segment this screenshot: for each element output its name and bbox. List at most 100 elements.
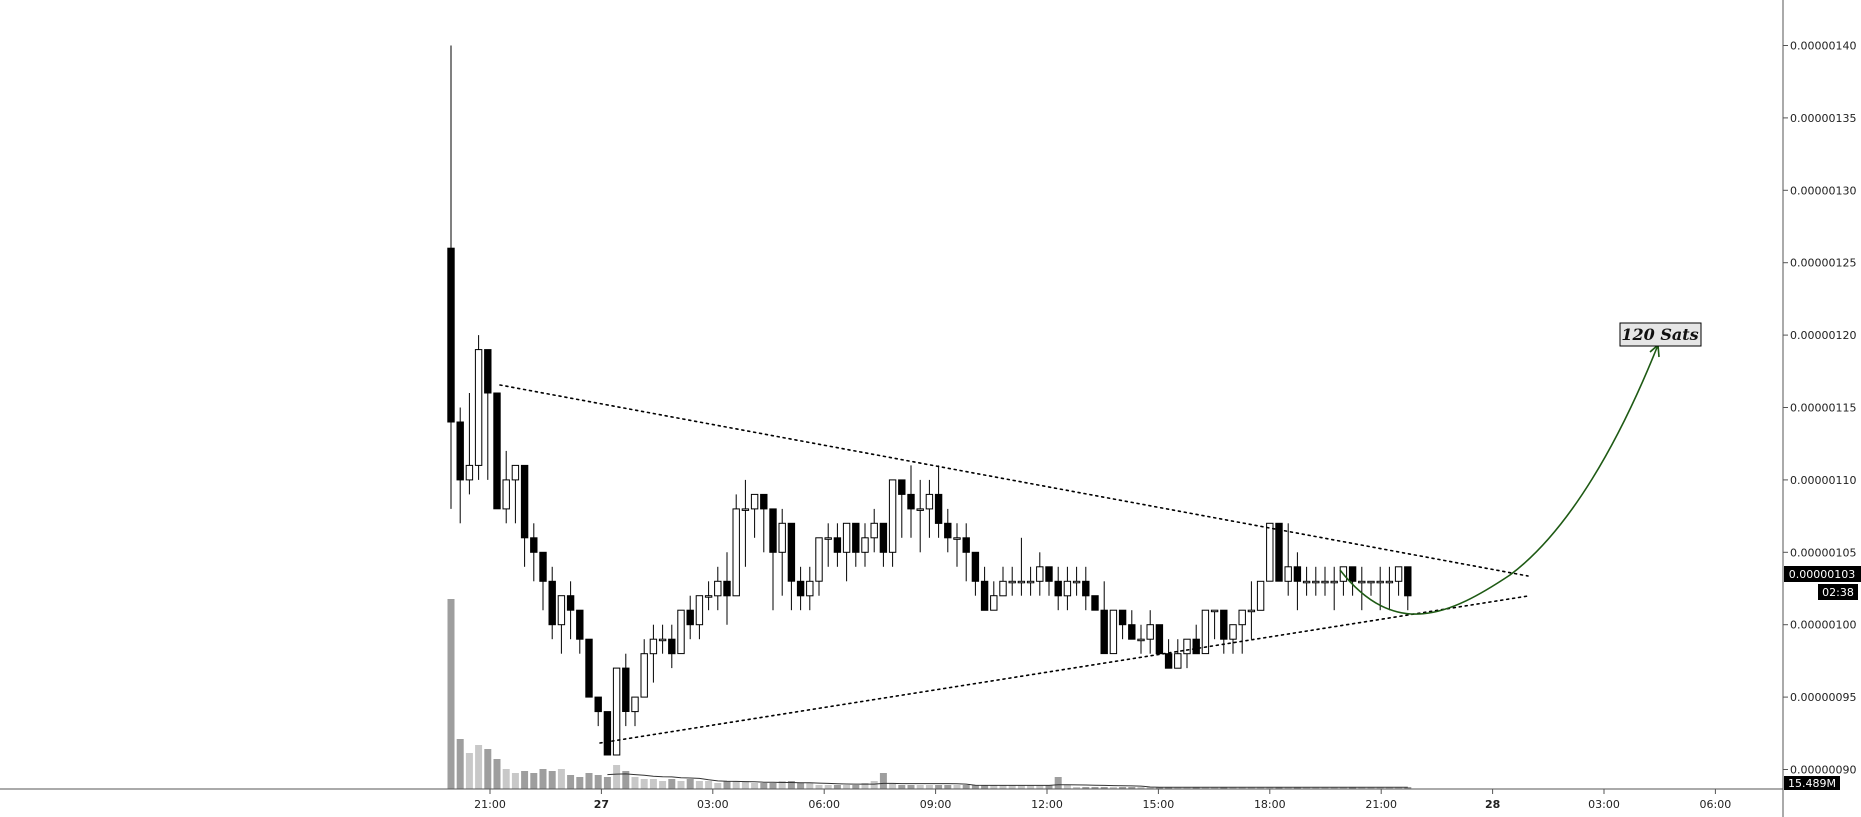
candle [934,465,943,538]
countdown-badge: 02:38 [1818,584,1858,600]
candle [861,523,869,567]
candle [695,595,704,640]
volume-bar [824,785,832,789]
candle [612,667,621,756]
volume-bar [1395,787,1403,789]
volume-bar [1257,787,1265,789]
candle-body [1036,566,1044,582]
candle-body [944,522,952,539]
volume-bar [861,783,869,789]
candle-body [824,537,832,540]
candle-body [1284,566,1292,582]
volume-bar [1247,787,1255,789]
candle-body [1183,638,1191,655]
candle-body [576,609,584,640]
volume-bar [1109,787,1117,789]
candle-body [1128,624,1136,640]
candle [1026,566,1035,596]
candle [1045,566,1053,596]
volume-bar [1358,787,1366,789]
candle [520,464,529,567]
candle [1155,624,1164,655]
volume-bar [1201,787,1209,789]
volume-bar [1137,787,1145,789]
volume-bar [585,773,593,789]
candle [1367,580,1375,596]
candle [796,566,805,611]
volume-bar [1303,787,1311,789]
volume-bar [1330,787,1338,789]
lower-trendline [599,595,1529,744]
candle [1137,624,1145,654]
price-tick-label: 0.00000130 [1790,184,1856,197]
candle [1302,566,1311,596]
candle-body [585,638,593,698]
candle [732,494,740,597]
candle-body [898,479,906,495]
last-price-badge: 0.00000103 [1784,566,1861,582]
candle [557,595,566,654]
last-price-label: 0.00000103 [1789,568,1855,581]
candle-body [484,349,492,394]
volume-bar [705,781,713,789]
price-axis[interactable]: 0.00000090 0.00000095 0.00000100 0.00000105… [1783,40,1856,777]
volume-bar [1376,787,1384,789]
candle [953,523,961,567]
candle [456,407,464,524]
candle-body [1091,595,1099,611]
candle-body [686,609,694,626]
volume-bar [576,777,584,789]
candle [971,551,980,596]
volume-bar [935,785,943,789]
volume-bar [502,769,510,789]
candle-body [760,493,768,510]
candle [548,566,556,640]
price-tick-label: 0.00000095 [1790,691,1856,704]
candle-body [612,667,621,756]
candle [603,711,612,756]
candle-body [815,537,823,582]
candle-body [916,508,924,511]
candle [1210,609,1219,640]
time-axis[interactable]: 21:00 27 03:00 06:00 09:00 12:00 15:00 18:00 21:… [474,789,1731,811]
candle-body [1164,653,1173,669]
volume-bar [797,783,805,789]
candle-body [1238,609,1246,626]
candle-body [603,711,612,756]
candle [1036,552,1044,596]
candle [539,551,547,611]
volume-bar [649,779,657,789]
time-tick-label: 21:00 [474,798,506,811]
candle [1256,580,1265,611]
volume-bar [723,781,731,789]
candle-body [1367,580,1375,584]
volume-bar [1312,787,1320,789]
candle-body [465,464,474,481]
volume-bar [677,781,685,789]
volume-bar [751,783,759,789]
candle [1348,566,1357,596]
target-annotation: 120 Sats [1619,322,1702,347]
target-annotation-box [1619,322,1702,347]
candle-body [1017,580,1026,584]
candlestick-series [447,45,1412,756]
candle-body [677,609,685,655]
volume-bar [1229,787,1237,789]
candle [704,581,713,611]
candle-body [704,595,713,598]
time-tick-label: 03:00 [697,798,729,811]
candle-body [530,537,538,553]
time-tick-label: 18:00 [1254,798,1286,811]
candle-body [750,493,759,510]
candle-body [520,464,529,539]
volume-bar [898,785,906,789]
volume-bar [1082,787,1090,789]
last-price-badge-bg [1784,566,1861,582]
candle-body [1330,580,1338,584]
volume-bar [484,749,492,789]
candle-body [511,464,520,481]
candle [1376,566,1384,611]
candle [1284,523,1292,596]
